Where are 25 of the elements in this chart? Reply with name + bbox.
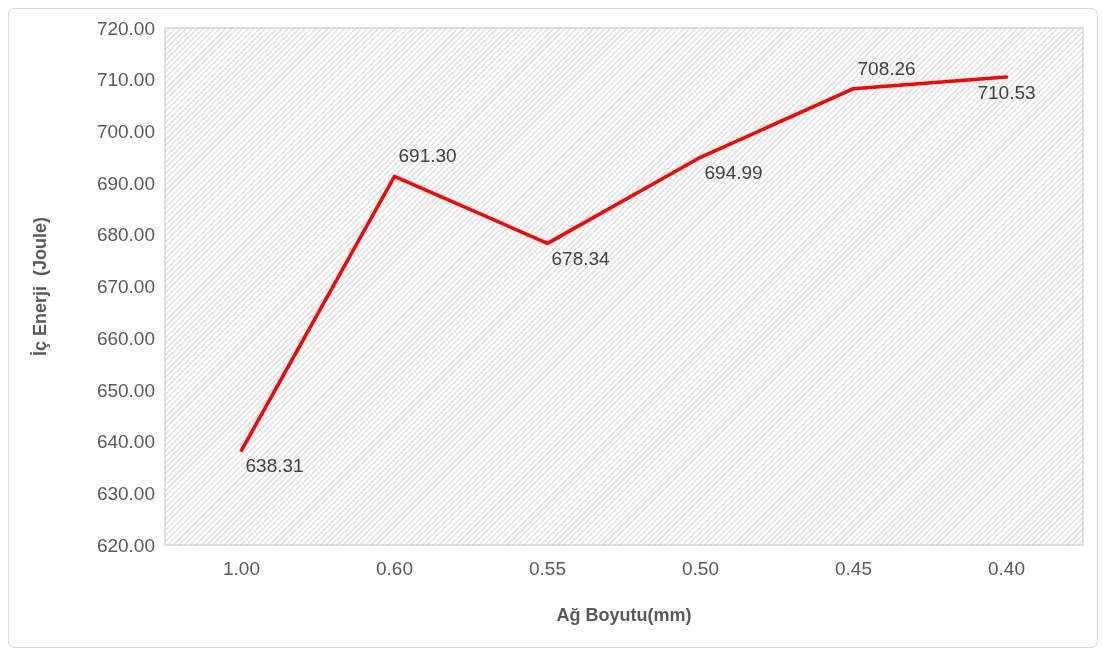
text: 691.30 xyxy=(398,145,457,167)
x-axis-title: Ağ Boyutu(mm) xyxy=(556,605,692,625)
y-tick-label: 700.00 xyxy=(96,121,155,143)
y-tick-label: 640.00 xyxy=(96,431,155,453)
y-tick-label: 650.00 xyxy=(96,379,155,401)
x-tick-label: 0.60 xyxy=(376,558,413,579)
y-tick-label: 630.00 xyxy=(96,482,155,504)
x-tick-label: 0.55 xyxy=(529,558,566,579)
text: 678.34 xyxy=(551,248,610,270)
y-axis-title: İç Enerji (Joule) xyxy=(30,216,50,357)
y-tick-label: 680.00 xyxy=(96,224,155,246)
y-tick-label: 660.00 xyxy=(96,327,155,349)
x-tick-label: 1.00 xyxy=(223,558,260,579)
text: 694.99 xyxy=(704,162,763,184)
y-tick-label: 620.00 xyxy=(96,534,155,556)
y-tick-label: 720.00 xyxy=(96,17,155,39)
x-tick-label: 0.45 xyxy=(835,558,872,579)
text: 638.31 xyxy=(245,455,304,477)
y-tick-label: 690.00 xyxy=(96,172,155,194)
y-tick-label: 710.00 xyxy=(96,69,155,91)
text: 710.53 xyxy=(977,81,1036,103)
x-tick-label: 0.50 xyxy=(682,558,719,579)
x-tick-label: 0.40 xyxy=(988,558,1025,579)
text: 708.26 xyxy=(857,57,916,79)
y-tick-label: 670.00 xyxy=(96,276,155,298)
